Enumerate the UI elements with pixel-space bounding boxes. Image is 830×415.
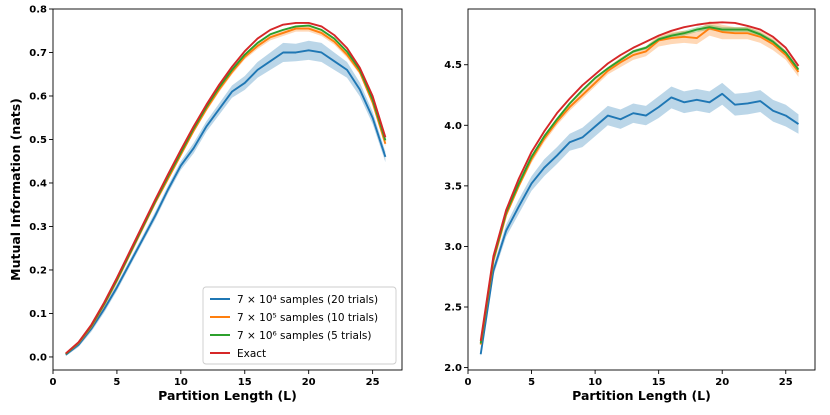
chart-right: 0 5 10 15 20 25 2.0 2.5 3.0 3.5 4.0 4.5 Partition Le… <box>444 8 816 403</box>
axes-frame-left <box>52 8 403 371</box>
x-tick-label-right-1: 5 <box>528 377 535 388</box>
x-tick-label-right-5: 25 <box>779 377 793 388</box>
y-tick-label-left-2: 0.2 <box>29 265 47 276</box>
legend-box <box>202 286 397 365</box>
x-tick-label-left-4: 20 <box>302 377 316 388</box>
y-tick-label-left-5: 0.5 <box>29 135 47 146</box>
line-right-series-0 <box>479 92 800 355</box>
x-tick-label-left-0: 0 <box>50 377 57 388</box>
y-axis-label-left: Mutual Information (nats) <box>8 98 23 281</box>
x-tick-label-right-0: 0 <box>465 377 472 388</box>
line-left-series-0 <box>65 49 387 356</box>
x-tick-label-left-1: 5 <box>113 377 120 388</box>
y-tick-label-right-5: 4.5 <box>444 60 462 71</box>
plot-area-left <box>65 21 387 357</box>
band-right-series-0 <box>480 82 799 357</box>
legend-label-1: 7 × 10⁵ samples (10 trials) <box>237 312 378 324</box>
line-right-series-1 <box>479 27 800 345</box>
x-tick-label-right-3: 15 <box>652 377 666 388</box>
chart-left: 0 5 10 15 20 25 0.0 0.1 0.2 0.3 0.4 0.5 0.6 0.7 0.8 Par… <box>8 5 403 403</box>
line-left-series-3 <box>65 21 387 355</box>
legend-label-2: 7 × 10⁶ samples (5 trials) <box>237 330 371 342</box>
legend-label-3: Exact <box>237 348 266 360</box>
x-tick-label-left-2: 10 <box>174 377 188 388</box>
y-tick-label-left-8: 0.8 <box>29 5 47 16</box>
line-right-series-3 <box>479 21 800 342</box>
y-tick-label-left-1: 0.1 <box>29 309 47 320</box>
axes-frame-right <box>467 8 816 371</box>
x-axis-label-right: Partition Length (L) <box>572 388 711 403</box>
y-tick-label-left-0: 0.0 <box>29 352 47 363</box>
y-tick-label-left-7: 0.7 <box>29 48 47 59</box>
x-tick-label-left-5: 25 <box>366 377 380 388</box>
x-tick-label-left-3: 15 <box>238 377 252 388</box>
x-tick-label-right-2: 10 <box>588 377 602 388</box>
y-tick-label-right-1: 2.5 <box>444 303 462 314</box>
y-tick-label-right-3: 3.5 <box>444 181 462 192</box>
legend-label-0: 7 × 10⁴ samples (20 trials) <box>237 294 378 306</box>
y-tick-label-right-2: 3.0 <box>444 242 462 253</box>
y-tick-label-left-6: 0.6 <box>29 91 47 102</box>
legend: 7 × 10⁴ samples (20 trials) 7 × 10⁵ sampl… <box>202 286 397 365</box>
y-tick-label-left-3: 0.3 <box>29 222 47 233</box>
line-right-series-2 <box>479 26 800 344</box>
y-tick-label-right-0: 2.0 <box>444 363 462 374</box>
band-left-series-0 <box>65 40 386 357</box>
y-tick-label-right-4: 4.0 <box>444 121 462 132</box>
x-tick-label-right-4: 20 <box>715 377 729 388</box>
y-tick-label-left-4: 0.4 <box>29 178 47 189</box>
plot-area-right <box>479 21 800 357</box>
x-axis-label-left: Partition Length (L) <box>158 388 297 403</box>
